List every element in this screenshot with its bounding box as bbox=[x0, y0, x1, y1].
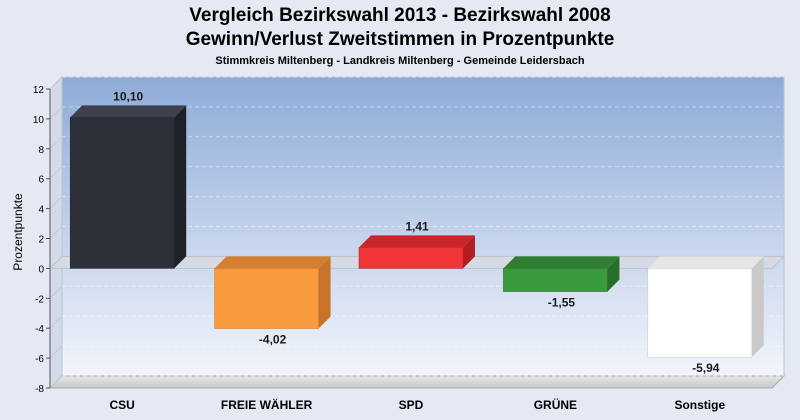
value-label: -5,94 bbox=[692, 361, 720, 375]
bar-front bbox=[358, 247, 464, 269]
bar-top bbox=[647, 256, 764, 269]
grid-line-side bbox=[49, 166, 63, 180]
bar-freie-wähler: -4,02 bbox=[214, 256, 331, 346]
chart-subtitle: Stimmkreis Miltenberg - Landkreis Milten… bbox=[215, 55, 585, 67]
y-tick-label: 6 bbox=[38, 175, 44, 186]
y-axis: 12 10 8 6 4 2 0 -2 -4 -6 -8 bbox=[33, 85, 51, 395]
category-label: CSU bbox=[110, 398, 135, 412]
bar-grüne: -1,55 bbox=[503, 256, 620, 310]
bar-front bbox=[69, 117, 175, 269]
y-axis-label: Prozentpunkte bbox=[11, 193, 25, 271]
bar-front bbox=[647, 268, 753, 358]
bar-spd: 1,41 bbox=[358, 219, 475, 269]
value-label: -4,02 bbox=[259, 332, 287, 346]
y-tick-label: 8 bbox=[38, 145, 44, 156]
y-tick-label: 0 bbox=[38, 264, 44, 275]
grid-line-side bbox=[49, 136, 63, 150]
bar-top bbox=[214, 256, 331, 269]
bar-side bbox=[174, 105, 187, 269]
bar-sonstige: -5,94 bbox=[647, 256, 764, 375]
category-label: GRÜNE bbox=[534, 397, 577, 412]
bar-front bbox=[214, 268, 319, 329]
grid-line-side bbox=[49, 226, 63, 239]
category-label: FREIE WÄHLER bbox=[221, 397, 313, 412]
bar-side bbox=[318, 256, 331, 329]
bar-side bbox=[463, 235, 475, 269]
y-tick-label: 2 bbox=[38, 235, 44, 246]
grid-line-side bbox=[49, 375, 63, 389]
y-tick-label: -8 bbox=[35, 384, 44, 395]
y-tick-label: 4 bbox=[38, 205, 44, 216]
chart-title-block: Vergleich Bezirkswahl 2013 - Bezirkswahl… bbox=[0, 4, 800, 69]
value-label: 1,41 bbox=[405, 219, 429, 233]
bar-top bbox=[503, 256, 620, 269]
y-tick-label: 12 bbox=[33, 85, 45, 96]
bar-csu: 10,10 bbox=[69, 89, 187, 269]
plot-floor bbox=[48, 375, 786, 389]
category-label: Sonstige bbox=[674, 398, 725, 412]
grid-line-side bbox=[49, 315, 63, 329]
bar-side bbox=[751, 256, 764, 358]
y-tick-label: 10 bbox=[33, 115, 45, 126]
x-axis: CSU FREIE WÄHLER SPD GRÜNE Sonstige bbox=[110, 397, 726, 412]
grid-line-side bbox=[49, 76, 63, 90]
grid-line-side bbox=[49, 285, 63, 299]
category-label: SPD bbox=[399, 398, 424, 412]
bar-top bbox=[70, 105, 187, 118]
bar-front bbox=[503, 268, 608, 292]
chart-title-line2: Gewinn/Verlust Zweitstimmen in Prozentpu… bbox=[185, 29, 615, 50]
grid-line-side bbox=[49, 196, 63, 209]
value-label: 10,10 bbox=[113, 89, 143, 103]
grid-line-side bbox=[49, 345, 63, 359]
y-tick-label: -4 bbox=[35, 324, 44, 335]
y-tick-label: -6 bbox=[35, 354, 44, 365]
bars: 10,10 -4,02 1,41 -1,55 -5,94 bbox=[69, 89, 764, 375]
chart-title-line1: Vergleich Bezirkswahl 2013 - Bezirkswahl… bbox=[189, 5, 611, 26]
value-label: -1,55 bbox=[548, 296, 576, 310]
bar-side bbox=[607, 256, 620, 292]
y-tick-label: -2 bbox=[35, 294, 44, 305]
bar-top bbox=[359, 235, 475, 248]
grid-line-side bbox=[49, 106, 63, 120]
